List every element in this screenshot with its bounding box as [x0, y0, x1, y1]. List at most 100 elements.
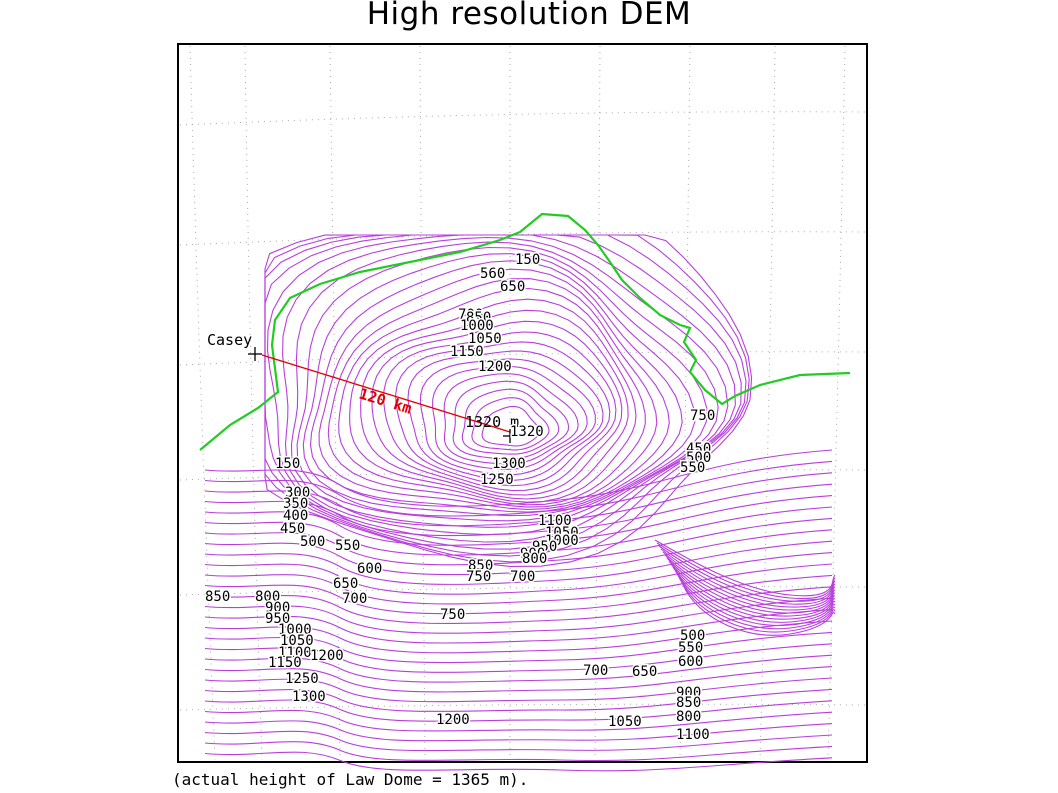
dome-contour [309, 260, 683, 513]
lowland-contour [204, 449, 833, 507]
dome-contour [349, 298, 637, 503]
contour-label: 1150 [268, 655, 302, 671]
embayment-contour [678, 575, 836, 633]
contour-label: 550 [680, 460, 705, 476]
contour-label: 350 [283, 496, 308, 512]
dome-contour [264, 234, 753, 567]
dome-contour [318, 268, 670, 510]
embayment-contour [668, 560, 836, 617]
contour-label: 150 [515, 252, 540, 268]
coastline [199, 212, 851, 451]
contour-label: 500 [680, 628, 705, 644]
lowland-contour [204, 517, 833, 566]
contour-labels: 1505606507008501000105011501200132013001… [204, 251, 717, 745]
embayment-contour [680, 578, 836, 636]
contour-label: 850 [468, 558, 493, 574]
contour-label: 650 [632, 664, 657, 680]
contour-label: 800 [676, 709, 701, 725]
embayment-contour [672, 566, 836, 623]
lowland-contour [204, 620, 833, 654]
dome-contour [338, 287, 646, 506]
embayment-contour [664, 554, 836, 611]
dome-contour [282, 236, 729, 536]
contour-label: 1100 [278, 645, 312, 661]
lowland-contour [204, 677, 833, 703]
contour-label: 1300 [292, 689, 326, 705]
contour-label: 600 [357, 561, 382, 577]
contour-label: 500 [300, 534, 325, 550]
contour-label: 700 [458, 307, 483, 323]
lowland-contour [204, 730, 833, 752]
embayment-contour [674, 569, 836, 627]
contour-label: 750 [466, 569, 491, 585]
contour-label: 1250 [480, 472, 514, 488]
contour-label: 700 [510, 569, 535, 585]
dome-contour [327, 278, 658, 508]
contour-label: 900 [265, 600, 290, 616]
dome-contour [371, 320, 623, 496]
map-frame [177, 43, 868, 763]
lowland-contour [204, 699, 833, 722]
dome-contour [266, 234, 736, 543]
contour-label: 650 [333, 576, 358, 592]
contour-label: 1200 [310, 648, 344, 664]
embayment-contour [670, 563, 836, 620]
embayment-contour [676, 572, 836, 630]
dome-contour [461, 388, 560, 455]
contour-lines [204, 234, 836, 772]
dome-contour [452, 380, 570, 460]
dome-contour [360, 309, 629, 500]
lowland-contour [204, 472, 833, 527]
contour-label: 400 [283, 508, 308, 524]
contour-label: 1150 [450, 344, 484, 360]
summit-elevation-label: 1320 m [465, 413, 519, 431]
contour-label: 600 [678, 654, 703, 670]
contour-label: 950 [532, 539, 557, 555]
contour-label: 1250 [285, 671, 319, 687]
contour-label: 1320 [510, 424, 544, 440]
lowland-contour [204, 688, 833, 713]
dome-contour [432, 365, 588, 470]
dome-contour [481, 405, 540, 447]
contour-label: 650 [500, 279, 525, 295]
lowland-contour [204, 597, 833, 634]
contour-label: 300 [285, 485, 310, 501]
lowland-contour [204, 495, 833, 546]
lowland-contour [204, 666, 833, 693]
lowland-contour [204, 631, 833, 664]
summit-marker [503, 429, 517, 443]
lowland-contour [204, 709, 833, 732]
distance-line [261, 354, 511, 433]
lowland-contour [204, 751, 833, 772]
contour-label: 150 [275, 456, 300, 472]
contour-label: 1050 [608, 714, 642, 730]
contour-label: 900 [676, 685, 701, 701]
lowland-contour [204, 609, 833, 644]
lowland-contour [204, 654, 833, 683]
contour-label: 850 [466, 310, 491, 326]
contour-label: 560 [480, 266, 505, 282]
lowland-contour [204, 529, 833, 576]
caption: (actual height of Law Dome = 1365 m). [172, 770, 529, 789]
lowland-contour [204, 506, 833, 556]
contour-label: 700 [342, 591, 367, 607]
dome-contour [395, 341, 611, 487]
dome-contour [471, 397, 550, 451]
dome-contour [419, 358, 596, 476]
contour-label: 450 [686, 441, 711, 457]
contour-label: 550 [335, 538, 360, 554]
contour-label: 850 [676, 695, 701, 711]
contour-label: 1050 [468, 331, 502, 347]
casey-marker [248, 347, 262, 361]
contour-label: 1000 [460, 318, 494, 334]
contour-label: 1000 [278, 622, 312, 638]
embayment-contour [666, 557, 836, 614]
contour-label: 1300 [492, 456, 526, 472]
contour-label: 450 [280, 521, 305, 537]
embayment-contour [658, 545, 836, 602]
contour-label: 1200 [436, 712, 470, 728]
contour-label: 1050 [545, 525, 579, 541]
embayment-contour [662, 551, 836, 608]
contour-label: 750 [690, 408, 715, 424]
